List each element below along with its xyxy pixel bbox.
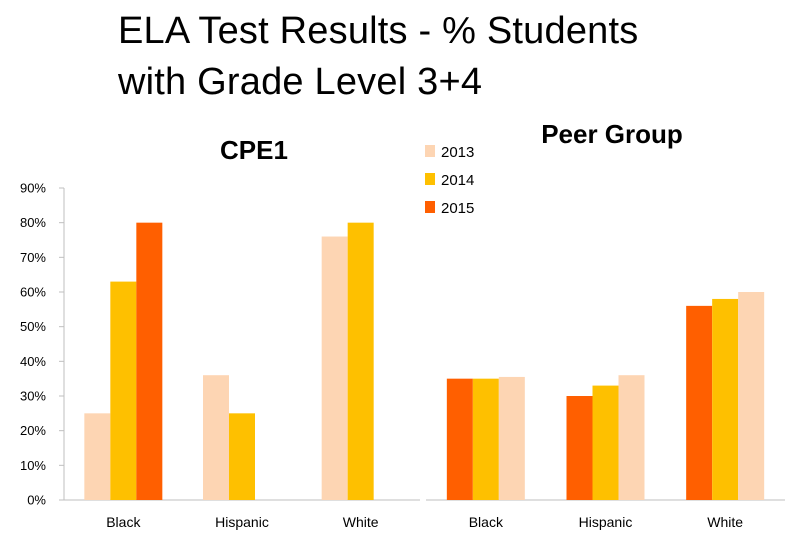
- slide-title-line-2: with Grade Level 3+4: [118, 61, 483, 103]
- bar-black-3: [136, 222, 163, 500]
- y-tick-label: 40%: [20, 354, 46, 369]
- y-tick-label: 60%: [20, 285, 46, 300]
- bar-black-2: [472, 378, 499, 500]
- chart-peer-group: Black Hispanic White: [426, 292, 785, 530]
- x-category-label: Black: [469, 514, 504, 530]
- bar-hispanic-1: [566, 396, 593, 500]
- bar-white-2: [712, 298, 739, 500]
- chart-cpe1: 0% 10% 20% 30% 40% 50% 60% 70% 80% 90% Black Hispan…: [20, 181, 420, 530]
- bar-black-1: [446, 378, 473, 500]
- y-tick-label: 30%: [20, 389, 46, 404]
- bar-black-2: [110, 281, 137, 500]
- legend-label-2015: 2015: [441, 200, 474, 217]
- legend-swatch-2014: [425, 173, 435, 185]
- slide-title-line-1: ELA Test Results - % Students: [118, 10, 639, 52]
- bar-hispanic-2: [592, 385, 619, 500]
- bar-black-1: [84, 413, 111, 500]
- legend-swatch-2013: [425, 145, 435, 157]
- x-category-label: White: [343, 514, 379, 530]
- bar-white-1: [686, 305, 713, 500]
- bar-hispanic-2: [229, 413, 255, 500]
- y-tick-label: 70%: [20, 250, 46, 265]
- y-tick-label: 90%: [20, 181, 46, 196]
- x-category-label: White: [707, 514, 743, 530]
- bar-white-3: [738, 292, 765, 500]
- bar-white-2: [347, 222, 374, 500]
- y-tick-label: 50%: [20, 319, 46, 334]
- legend-label-2013: 2013: [441, 144, 474, 161]
- x-category-label: Hispanic: [579, 514, 633, 530]
- y-tick-label: 20%: [20, 423, 46, 438]
- bar-black-3: [498, 376, 525, 500]
- chart-title-cpe1: CPE1: [220, 135, 288, 165]
- chart-title-peer-group: Peer Group: [541, 119, 683, 149]
- bar-white-1: [321, 236, 348, 501]
- slide-title: ELA Test Results - % Students with Grade…: [118, 6, 638, 108]
- bar-hispanic-3: [618, 375, 645, 500]
- x-category-label: Hispanic: [215, 514, 269, 530]
- y-tick-label: 80%: [20, 215, 46, 230]
- legend-swatch-2015: [425, 201, 435, 213]
- y-tick-label: 10%: [20, 458, 46, 473]
- legend: 2013 2014 2015: [425, 144, 474, 217]
- bar-hispanic-1: [203, 375, 229, 500]
- x-category-label: Black: [106, 514, 141, 530]
- legend-label-2014: 2014: [441, 172, 474, 189]
- y-tick-label: 0%: [27, 493, 46, 508]
